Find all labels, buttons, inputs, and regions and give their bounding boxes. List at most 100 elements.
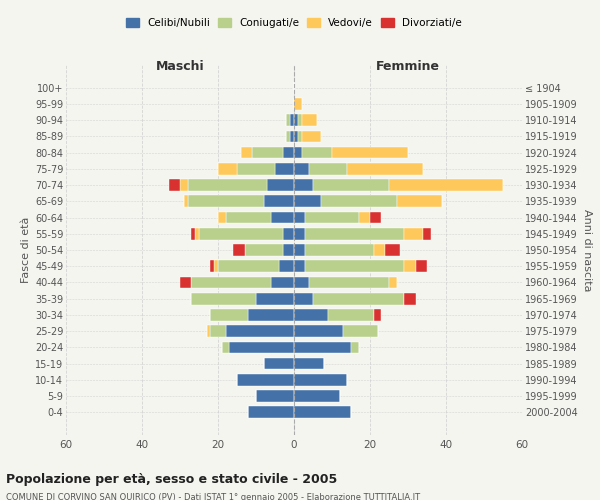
Text: Popolazione per età, sesso e stato civile - 2005: Popolazione per età, sesso e stato civil… — [6, 472, 337, 486]
Bar — [343, 326, 377, 337]
Bar — [404, 260, 416, 272]
Bar — [233, 244, 245, 256]
Bar — [294, 98, 302, 110]
Bar — [271, 212, 294, 224]
Bar — [263, 196, 294, 207]
Bar — [263, 358, 294, 370]
Bar — [286, 114, 290, 126]
Bar — [184, 196, 188, 207]
Bar — [218, 260, 279, 272]
Bar — [268, 179, 294, 191]
Bar — [294, 212, 305, 224]
Bar — [302, 114, 317, 126]
Bar — [211, 260, 214, 272]
Bar — [199, 228, 283, 239]
Bar — [290, 130, 294, 142]
Bar — [290, 114, 294, 126]
Bar — [305, 244, 374, 256]
Bar — [218, 212, 226, 224]
Bar — [283, 147, 294, 158]
Bar — [423, 228, 431, 239]
Bar — [294, 114, 298, 126]
Bar — [294, 390, 340, 402]
Bar — [359, 212, 370, 224]
Bar — [188, 179, 268, 191]
Bar — [245, 244, 283, 256]
Text: Femmine: Femmine — [376, 60, 440, 73]
Bar — [370, 212, 382, 224]
Bar — [206, 326, 211, 337]
Bar — [211, 326, 226, 337]
Bar — [385, 244, 400, 256]
Bar — [195, 228, 199, 239]
Y-axis label: Fasce di età: Fasce di età — [20, 217, 31, 283]
Bar — [294, 406, 351, 418]
Bar — [271, 276, 294, 288]
Bar — [191, 276, 271, 288]
Bar — [248, 309, 294, 321]
Bar — [404, 293, 416, 304]
Bar — [328, 309, 374, 321]
Bar — [305, 212, 359, 224]
Bar — [320, 196, 397, 207]
Bar — [211, 309, 248, 321]
Bar — [283, 228, 294, 239]
Bar — [229, 342, 294, 353]
Bar — [237, 374, 294, 386]
Bar — [374, 309, 382, 321]
Bar — [332, 147, 408, 158]
Bar — [294, 130, 298, 142]
Bar — [389, 179, 503, 191]
Bar — [188, 196, 263, 207]
Bar — [416, 260, 427, 272]
Bar — [241, 147, 252, 158]
Bar — [248, 406, 294, 418]
Bar — [191, 293, 256, 304]
Bar — [279, 260, 294, 272]
Bar — [313, 179, 389, 191]
Bar — [294, 326, 343, 337]
Bar — [294, 244, 305, 256]
Bar — [397, 196, 442, 207]
Bar — [302, 147, 332, 158]
Bar — [351, 342, 359, 353]
Bar — [294, 163, 309, 174]
Bar — [214, 260, 218, 272]
Bar — [180, 276, 191, 288]
Bar — [298, 114, 302, 126]
Text: Maschi: Maschi — [155, 60, 205, 73]
Bar — [294, 147, 302, 158]
Text: COMUNE DI CORVINO SAN QUIRICO (PV) - Dati ISTAT 1° gennaio 2005 - Elaborazione T: COMUNE DI CORVINO SAN QUIRICO (PV) - Dat… — [6, 492, 420, 500]
Bar — [256, 390, 294, 402]
Bar — [275, 163, 294, 174]
Bar — [305, 228, 404, 239]
Bar — [252, 147, 283, 158]
Bar — [294, 293, 313, 304]
Bar — [256, 293, 294, 304]
Bar — [294, 342, 351, 353]
Bar — [294, 228, 305, 239]
Bar — [294, 260, 305, 272]
Bar — [309, 163, 347, 174]
Bar — [294, 196, 320, 207]
Bar — [305, 260, 404, 272]
Bar — [294, 374, 347, 386]
Bar — [222, 342, 229, 353]
Bar — [283, 244, 294, 256]
Bar — [226, 326, 294, 337]
Bar — [169, 179, 180, 191]
Bar — [298, 130, 302, 142]
Bar — [347, 163, 423, 174]
Bar — [218, 163, 237, 174]
Bar — [313, 293, 404, 304]
Bar — [237, 163, 275, 174]
Bar — [294, 309, 328, 321]
Bar — [302, 130, 320, 142]
Bar — [294, 358, 325, 370]
Bar — [191, 228, 195, 239]
Bar — [389, 276, 397, 288]
Bar — [404, 228, 423, 239]
Y-axis label: Anni di nascita: Anni di nascita — [582, 209, 592, 291]
Bar — [309, 276, 389, 288]
Bar — [226, 212, 271, 224]
